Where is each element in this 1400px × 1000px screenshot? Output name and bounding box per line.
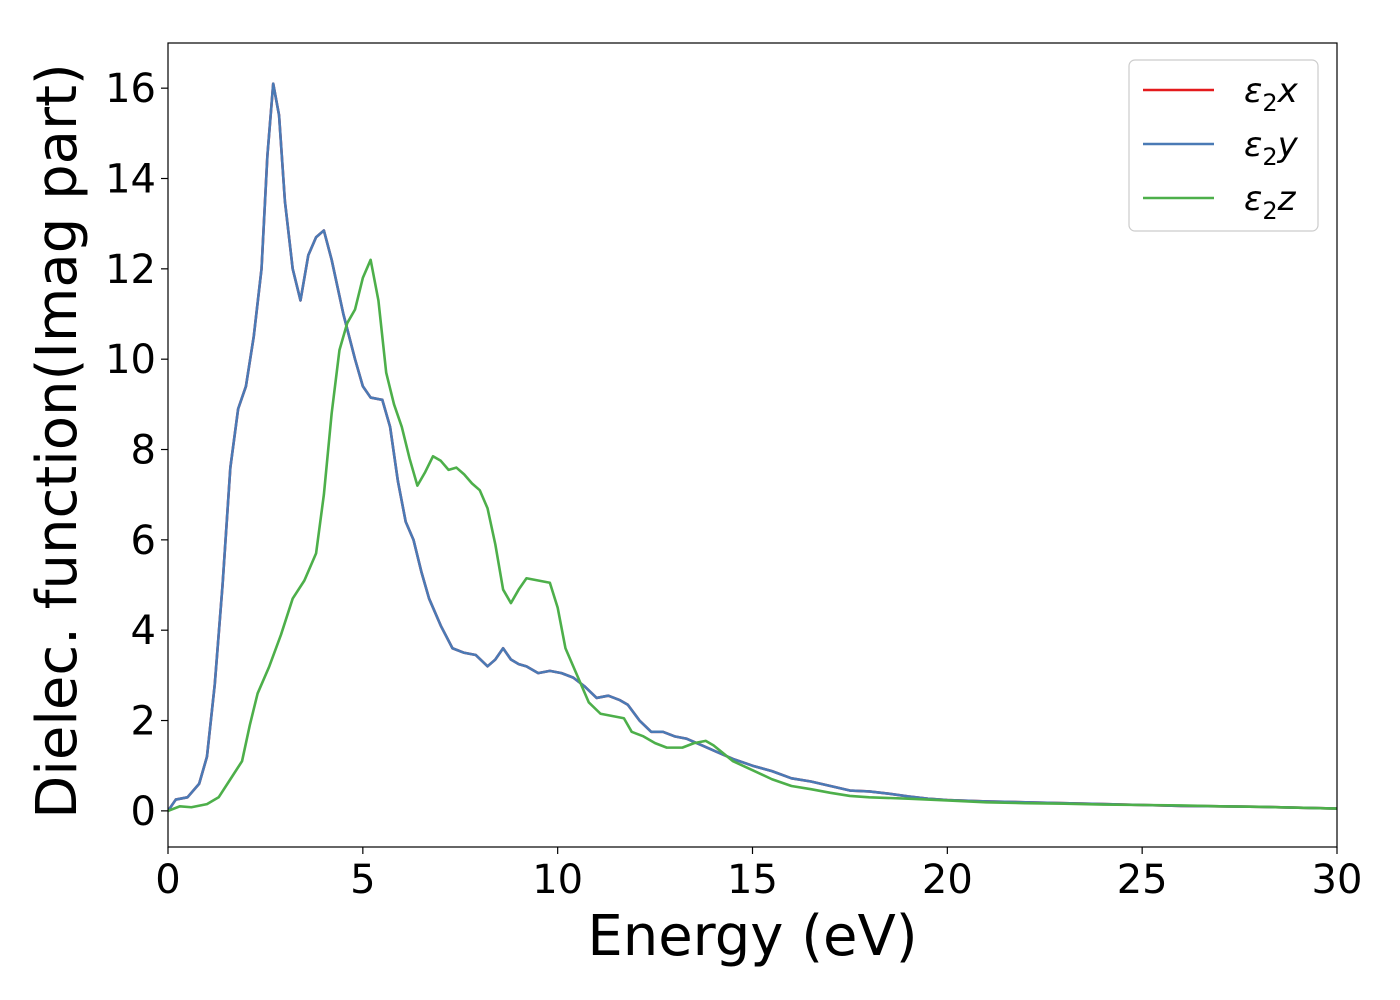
x-tick-label: 25 — [1117, 857, 1168, 903]
series-line-y — [168, 82, 1337, 813]
legend: ε2x ε2y ε2z — [1128, 59, 1319, 232]
y-tick-label: 16 — [105, 66, 156, 112]
x-tick-label: 20 — [922, 857, 973, 903]
x-axis-title: Energy (eV) — [587, 904, 917, 969]
series-line-z — [168, 258, 1337, 813]
x-tick-label: 0 — [155, 857, 180, 903]
x-tick-label: 15 — [727, 857, 778, 903]
x-tick-label: 5 — [350, 857, 375, 903]
legend-box — [1128, 59, 1319, 232]
x-axis-ticks: 0 5 10 15 20 25 30 — [155, 847, 1362, 903]
y-tick-label: 12 — [105, 247, 156, 293]
y-tick-label: 8 — [131, 428, 156, 474]
legend-label-z: ε2z — [1244, 179, 1297, 225]
y-tick-label: 14 — [105, 157, 156, 203]
legend-label-x: ε2x — [1244, 71, 1299, 117]
y-tick-label: 10 — [105, 337, 156, 383]
y-axis-title: Dielec. function(Imag part) — [25, 63, 90, 819]
y-tick-label: 6 — [131, 518, 156, 564]
y-tick-label: 0 — [131, 789, 156, 835]
x-tick-label: 10 — [532, 857, 583, 903]
y-axis-ticks: 0 2 4 6 8 10 12 14 16 — [105, 66, 168, 835]
y-tick-label: 2 — [131, 699, 156, 745]
y-tick-label: 4 — [131, 608, 156, 654]
legend-label-y: ε2y — [1244, 125, 1299, 171]
x-tick-label: 30 — [1312, 857, 1363, 903]
